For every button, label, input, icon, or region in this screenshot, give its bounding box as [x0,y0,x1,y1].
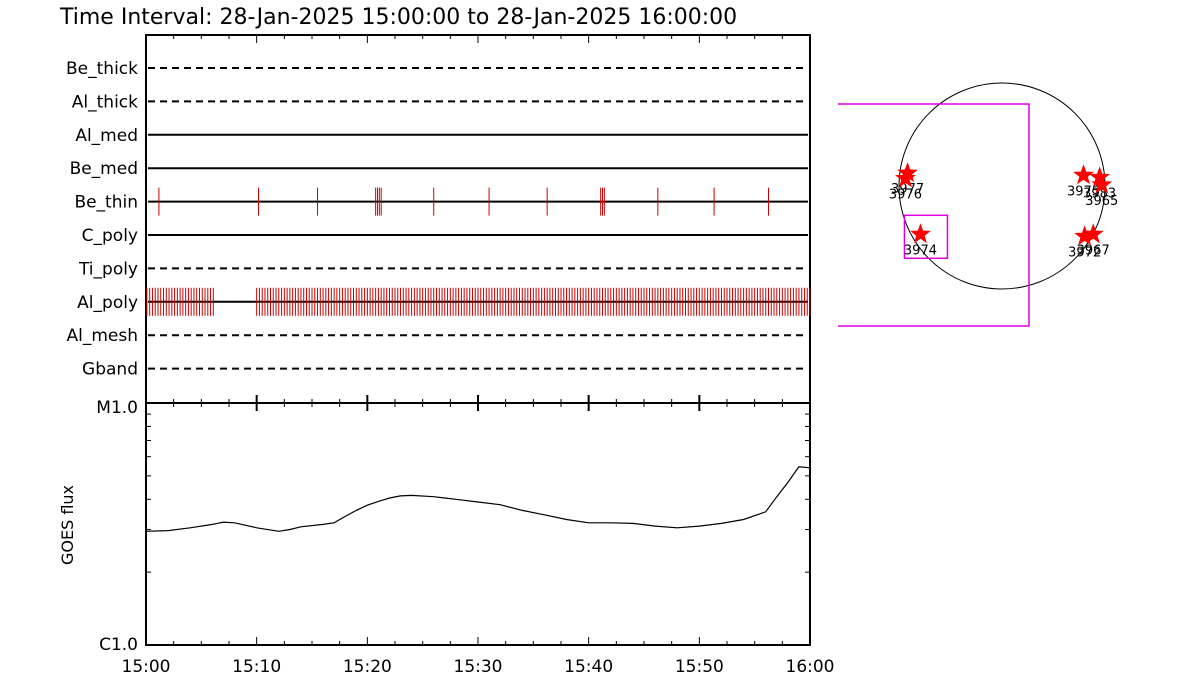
timeline-frame [145,34,811,404]
x-tick-label: 15:20 [343,657,392,677]
active-region-star [910,223,931,244]
active-region-star [1091,173,1113,194]
goes-flux-panel: C1.0 M1.0 GOES flux 15:00 15:10 15:20 15:30 15:… [58,395,835,677]
active-region-label: 3977 [891,182,924,197]
active-region-label: 3967 [1077,243,1110,258]
y-tick-label: C1.0 [99,635,138,655]
filter-label: Be_thick [66,59,138,79]
field-of-view-box [838,103,1030,327]
x-tick-label: 15:30 [454,657,503,677]
filter-label: Be_med [70,159,138,179]
filter-label: Al_mesh [66,326,138,346]
filter-label: C_poly [82,226,138,246]
active-region-label: 3965 [1085,194,1118,209]
active-region-star [1074,225,1096,246]
y-axis-label: GOES flux [58,485,77,565]
active-region-label: 3974 [904,243,937,258]
x-tick-label: 15:10 [232,657,281,677]
active-region-box [903,214,949,260]
filter-label: Al_poly [77,293,138,313]
y-tick-label: M1.0 [96,398,138,418]
x-tick-label: 15:50 [675,657,724,677]
active-region-label: 3972 [1068,245,1101,260]
goes-frame [145,402,811,646]
filter-label: Al_thick [72,92,138,112]
chart-title: Time Interval: 28-Jan-2025 15:00:00 to 2… [59,5,737,30]
x-tick-label: 16:00 [786,657,835,677]
filter-label: Al_med [75,126,138,146]
active-region-star [897,162,918,182]
active-region-label: 3976 [889,187,922,202]
filter-label: Ti_poly [78,259,138,279]
filter-timeline-panel: Be_thick Al_thick Al_med Be_med Be_thin C_pol… [66,34,811,404]
active-region-star [895,167,916,188]
active-region-label: 3975 [1067,184,1100,199]
active-region-star [1089,166,1111,187]
active-region-star [1082,223,1104,244]
x-tick-label: 15:40 [564,657,613,677]
x-tick-label: 15:00 [122,657,171,677]
goes-flux-line [145,466,811,532]
active-region-star [1073,164,1094,185]
active-region-label: 3983 [1083,186,1116,201]
filter-label: Be_thin [74,193,138,213]
filter-label: Gband [82,360,138,380]
